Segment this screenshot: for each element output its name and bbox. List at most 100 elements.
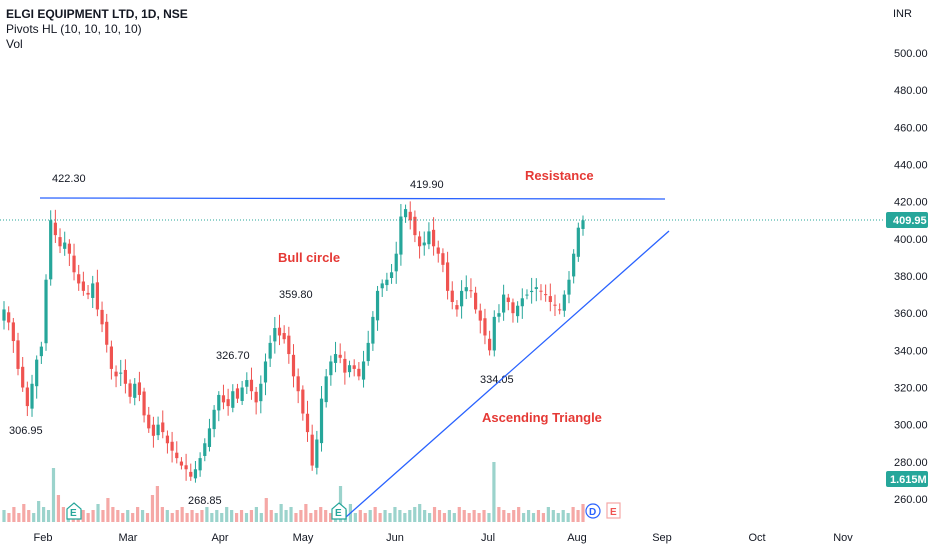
candle-body xyxy=(291,354,296,377)
candle-body xyxy=(310,434,314,466)
volume-bar xyxy=(368,510,372,522)
x-tick-label: Nov xyxy=(833,532,853,544)
candle-body xyxy=(525,294,529,296)
candle-body xyxy=(86,292,90,295)
candle-body xyxy=(226,399,230,407)
volume-bar xyxy=(373,507,377,522)
earnings-marker[interactable]: E xyxy=(66,502,82,520)
candle-body xyxy=(534,287,538,290)
candle-body xyxy=(474,292,478,310)
candle-body xyxy=(282,333,286,340)
candle-body xyxy=(530,290,534,293)
volume-bar xyxy=(230,510,234,522)
volume-bar xyxy=(393,507,397,522)
candlesticks xyxy=(2,201,585,483)
volume-bar xyxy=(512,510,516,522)
candle-body xyxy=(464,287,468,292)
volume-bar xyxy=(46,510,51,522)
volume-bar xyxy=(244,513,249,522)
candle-body xyxy=(254,391,258,403)
volume-bar xyxy=(220,513,224,522)
candle-body xyxy=(520,298,524,307)
candle-body xyxy=(193,469,198,479)
y-tick-label: 340.00 xyxy=(894,345,928,357)
volume-bar xyxy=(2,510,6,522)
volume-bar xyxy=(145,513,150,522)
volume-bar xyxy=(239,510,244,522)
candle-body xyxy=(441,253,445,265)
earnings-marker[interactable]: E xyxy=(331,502,347,520)
volume-bar xyxy=(165,510,169,522)
volume-bar xyxy=(225,507,229,522)
candle-body xyxy=(305,413,310,433)
volume-bar xyxy=(531,513,536,522)
candle-body xyxy=(324,376,328,403)
annotation-bull-circle: Bull circle xyxy=(278,250,340,265)
candle-body xyxy=(413,216,417,236)
volume-bar xyxy=(556,513,560,522)
price-axis[interactable]: 260.00 280.00 300.00 320.00 340.00 360.00 380.… xyxy=(894,48,928,506)
pivot-high-label: 419.90 xyxy=(410,179,444,191)
volume-bar xyxy=(106,498,110,522)
chart-legend[interactable]: ELGI EQUIPMENT LTD, 1D, NSE Pivots HL (1… xyxy=(6,7,188,52)
candle-body xyxy=(459,290,464,307)
ascending-trendline[interactable] xyxy=(345,230,670,518)
volume-bars xyxy=(2,462,585,522)
volume-bar xyxy=(185,513,189,522)
volume-bar xyxy=(526,510,531,522)
volume-bar xyxy=(259,513,263,522)
candle-body xyxy=(562,294,566,311)
volume-bar xyxy=(457,507,461,522)
candle-body xyxy=(179,461,184,466)
volume-bar xyxy=(51,468,56,522)
y-tick-label: 260.00 xyxy=(894,494,928,506)
candle-body xyxy=(151,424,156,436)
candle-body xyxy=(581,220,585,229)
candle-body xyxy=(249,379,254,392)
volume-bar xyxy=(254,507,258,522)
earnings-future-marker[interactable]: E xyxy=(606,502,621,519)
candle-body xyxy=(184,465,188,470)
volume-bar xyxy=(111,507,115,522)
volume-bar xyxy=(472,510,476,522)
candle-body xyxy=(35,359,39,387)
candle-body xyxy=(137,382,142,395)
volume-bar xyxy=(269,510,273,522)
volume-bar xyxy=(546,507,550,522)
indicator-label[interactable]: Pivots HL (10, 10, 10, 10) xyxy=(6,22,142,36)
resistance-line[interactable] xyxy=(39,197,666,200)
candle-body xyxy=(259,383,263,402)
candle-body xyxy=(394,253,398,272)
candle-body xyxy=(198,458,202,471)
candle-body xyxy=(277,327,282,336)
volume-bar xyxy=(17,513,21,522)
candle-body xyxy=(497,313,501,317)
candle-body xyxy=(319,398,324,444)
candle-body xyxy=(431,229,436,247)
volume-label[interactable]: Vol xyxy=(6,37,23,51)
candle-body xyxy=(95,282,99,310)
volume-bar xyxy=(497,507,501,522)
volume-bar xyxy=(7,513,11,522)
volume-bar xyxy=(32,513,36,522)
volume-bar xyxy=(140,510,145,522)
candle-body xyxy=(81,281,85,291)
volume-bar xyxy=(289,507,293,522)
volume-bar xyxy=(408,510,412,522)
x-tick-label: Apr xyxy=(211,532,228,544)
volume-bar xyxy=(418,504,422,522)
volume-bar xyxy=(551,510,555,522)
candle-body xyxy=(450,290,454,303)
volume-bar xyxy=(41,507,46,522)
candle-body xyxy=(123,369,128,384)
candle-body xyxy=(361,361,366,380)
volume-bar xyxy=(309,513,313,522)
candle-body xyxy=(119,372,123,374)
volume-bar xyxy=(324,510,328,522)
candle-body xyxy=(539,290,543,292)
time-axis[interactable]: Feb Mar Apr May Jun Jul Aug Sep Oct Nov xyxy=(34,532,854,544)
dividend-marker[interactable]: D xyxy=(585,503,601,519)
candle-body xyxy=(296,376,300,392)
volume-bar xyxy=(403,513,407,522)
